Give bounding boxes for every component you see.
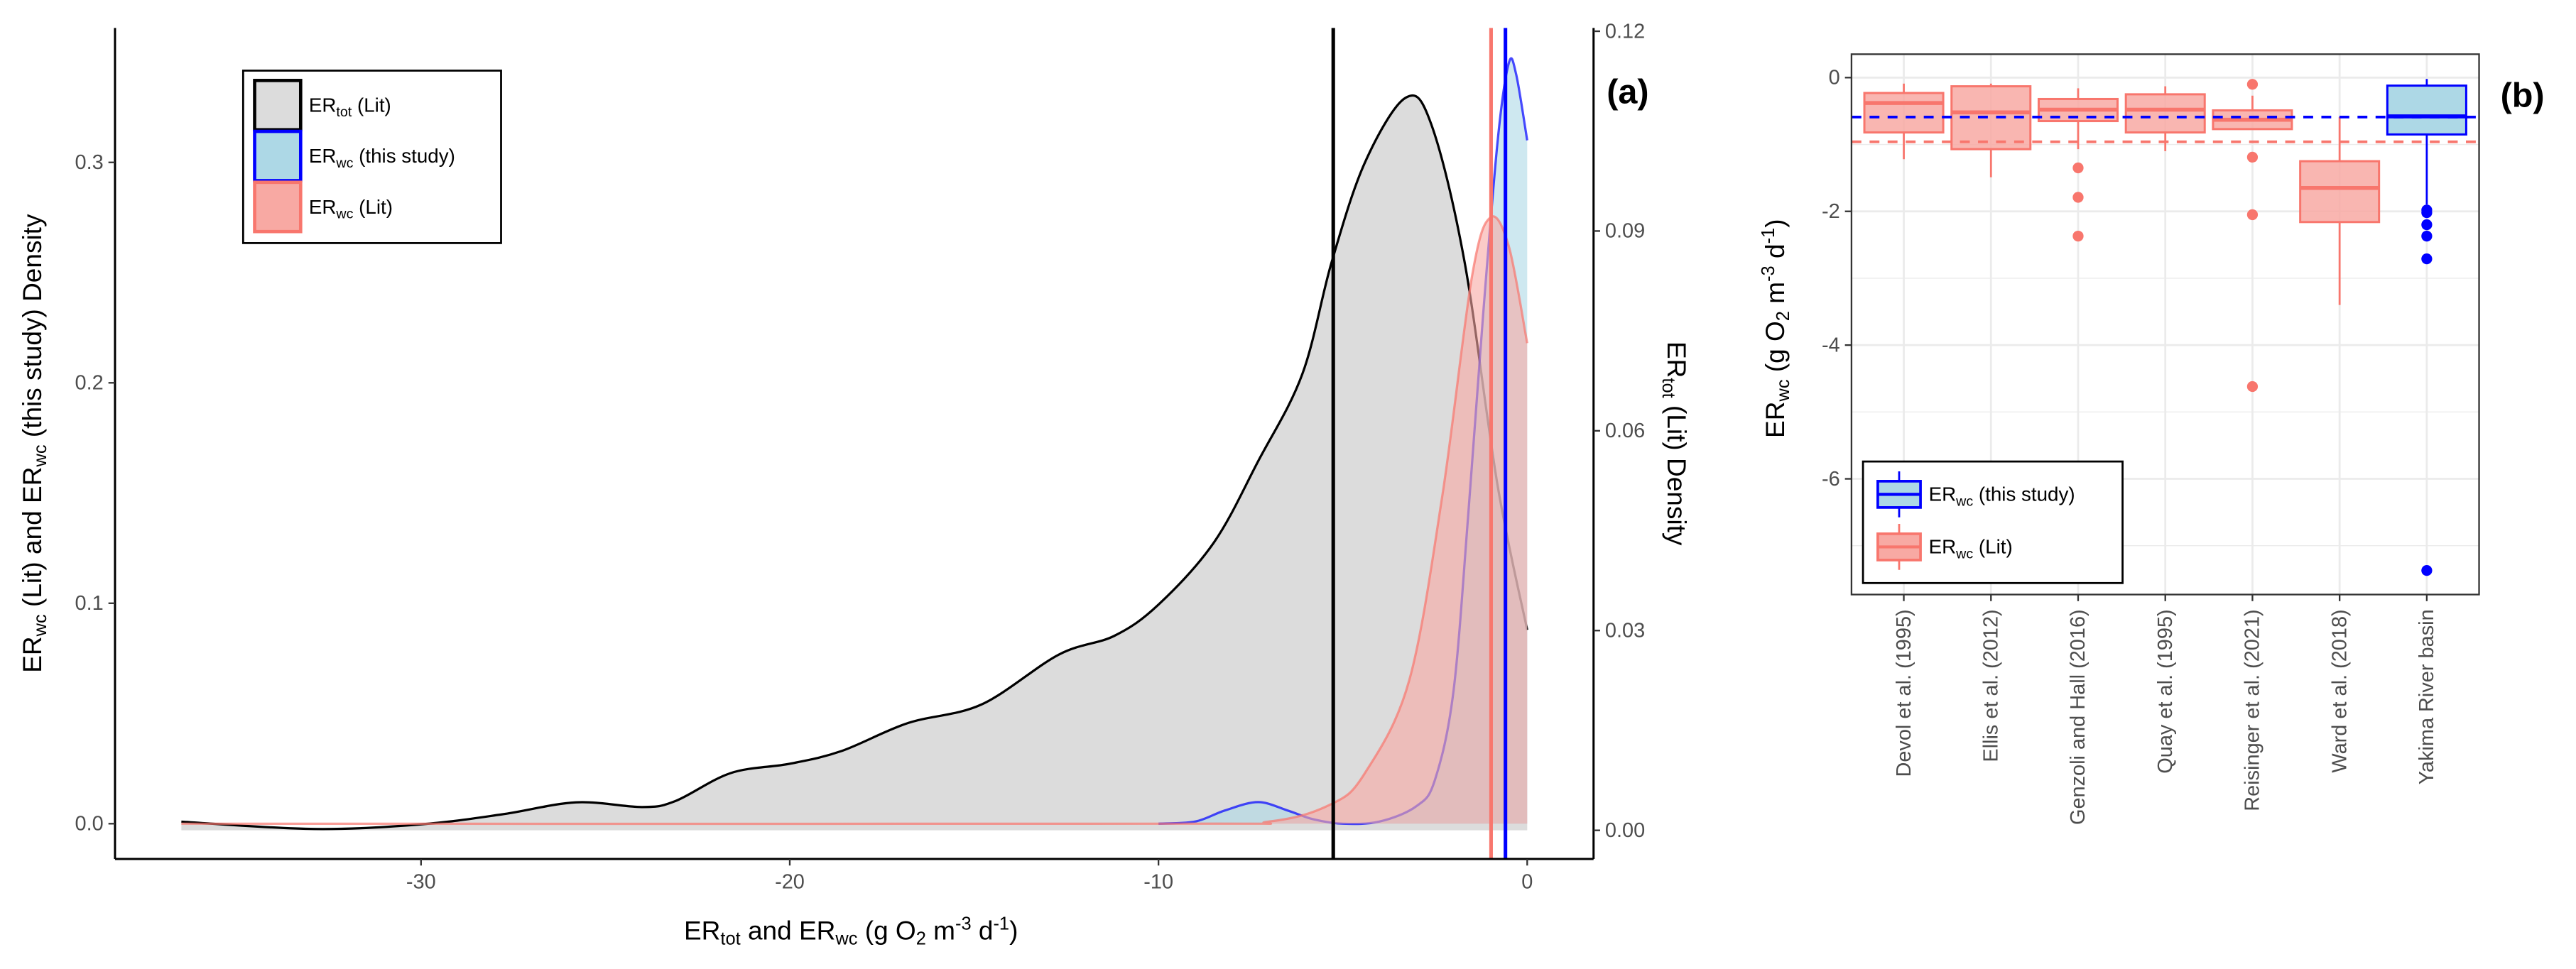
panel-b-boxplot: 0 -2 -4 -6 Devol et al. (1995) Ellis et al. (… [1759, 53, 2545, 825]
left-y-tick-label: 0.3 [75, 151, 104, 174]
legend-label-2: ERwc (Lit) [309, 196, 393, 222]
boxplot-marks [1851, 79, 2479, 576]
panel-b-ticks: 0 -2 -4 -6 Devol et al. (1995) Ellis et al. (… [1822, 67, 2438, 825]
panel-a-ticks: -30 -20 -10 0 0.0 0.1 0.2 0.3 0.00 0.03 0.06 0.09 0.… [75, 20, 1646, 893]
right-y-tick-label: 0.06 [1605, 420, 1645, 442]
x-tick-label: Yakima River basin [2415, 609, 2438, 784]
legend-key-1 [253, 129, 303, 182]
outlier-point [2421, 219, 2433, 231]
x-tick-label: Ward et al. (2018) [2328, 609, 2351, 772]
outlier-point [2246, 151, 2259, 163]
outlier-point [2246, 381, 2259, 393]
left-y-axis-title: ERwc (Lit) and ERwc (this study) Density [17, 214, 50, 673]
y-tick-label: 0 [1829, 67, 1840, 89]
panel-b-label: (b) [2501, 76, 2545, 114]
density-line-0 [181, 94, 1528, 831]
panel-b-y-axis-title: ERwc (g O2 m-3 d-1) [1759, 219, 1793, 437]
outlier-point [2072, 192, 2084, 203]
x-tick-label: Ellis et al. (2012) [1980, 609, 2003, 762]
x-tick-label: -20 [775, 871, 805, 894]
outlier-point [2246, 79, 2259, 90]
right-y-tick-label: 0.00 [1605, 819, 1645, 842]
panel-a-density-plot: -30 -20 -10 0 0.0 0.1 0.2 0.3 0.00 0.03 0.06 0.09 0.… [17, 20, 1692, 948]
right-y-tick-label: 0.03 [1605, 619, 1645, 642]
left-y-tick-label: 0.1 [75, 592, 104, 615]
y-tick-label: -6 [1822, 468, 1840, 491]
x-tick-label: Reisinger et al. (2021) [2241, 609, 2264, 811]
legend-key-0 [253, 79, 303, 132]
box [1863, 92, 1945, 134]
density-area-2 [181, 216, 1528, 824]
outlier-point [2246, 209, 2259, 221]
outlier-point [2421, 564, 2433, 576]
box [2124, 93, 2206, 134]
right-y-axis-title: ERtot (Lit) Density [1658, 341, 1692, 546]
left-y-tick-label: 0.0 [75, 813, 104, 836]
outlier-point [2421, 253, 2433, 265]
panel-b-grid [1851, 54, 2479, 595]
x-tick-label: Quay et al. (1995) [2154, 609, 2177, 773]
x-tick-label: -30 [406, 871, 436, 894]
legend-label-1: ERwc (Lit) [1929, 536, 2013, 562]
x-tick-label: -10 [1143, 871, 1173, 894]
density-area-0 [181, 95, 1528, 831]
x-axis-title: ERtot and ERwc (g O2 m-3 d-1) [684, 914, 1018, 948]
outlier-point [2421, 230, 2433, 242]
legend-key-2 [253, 180, 303, 234]
box [2386, 84, 2467, 136]
x-tick-label: Devol et al. (1995) [1893, 609, 1915, 777]
right-y-tick-label: 0.12 [1605, 20, 1645, 43]
density-marks [181, 28, 1528, 859]
panel-a-label: (a) [1607, 73, 1648, 111]
left-y-tick-label: 0.2 [75, 372, 104, 395]
panel-b-legend: ERwc (this study) ERwc (Lit) [1862, 460, 2124, 584]
legend-label-1: ERwc (this study) [309, 145, 455, 171]
right-y-tick-label: 0.09 [1605, 220, 1645, 243]
density-line-2 [181, 215, 1528, 826]
legend-label-0: ERwc (this study) [1929, 483, 2075, 510]
outlier-point [2072, 162, 2084, 174]
legend-label-0: ERtot (Lit) [309, 94, 391, 120]
outlier-point [2421, 207, 2433, 219]
x-tick-label: 0 [1521, 871, 1533, 894]
box [2299, 160, 2381, 224]
panel-a-legend: ERtot (Lit) ERwc (this study) ERwc (Lit) [241, 70, 502, 244]
x-tick-label: Genzoli and Hall (2016) [2067, 609, 2089, 825]
outlier-point [2072, 230, 2084, 242]
y-tick-label: -4 [1822, 334, 1840, 356]
y-tick-label: -2 [1822, 200, 1840, 223]
